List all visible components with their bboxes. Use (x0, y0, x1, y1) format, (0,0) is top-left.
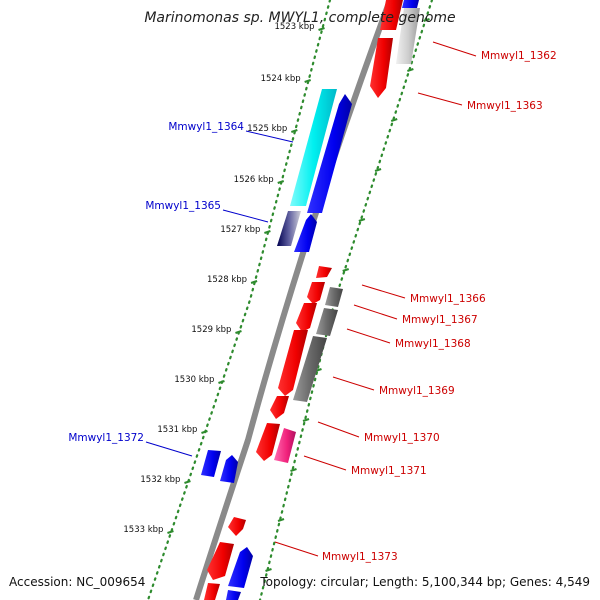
gene-label-mmwyl1-1363[interactable]: Mmwyl1_1363 (467, 100, 543, 112)
gene-leader-line (274, 541, 319, 557)
minor-tick-mark (277, 517, 285, 523)
kbp-tick-mark (184, 479, 191, 485)
gene-leader-line (222, 209, 269, 223)
kbp-tick-label: 1525 kbp (247, 124, 287, 134)
kbp-tick-mark (201, 429, 208, 435)
kbp-tick-mark (304, 78, 312, 84)
kbp-tick-mark (277, 179, 285, 185)
dotted-guide-right (258, 0, 434, 600)
gene-1363-feature (370, 38, 393, 98)
gene-bottom-red (204, 583, 220, 600)
minor-tick-mark (407, 67, 414, 73)
kbp-tick-label: 1523 kbp (274, 22, 314, 32)
gene-label-mmwyl1-1362[interactable]: Mmwyl1_1362 (481, 50, 557, 62)
gene-1371-feature (274, 428, 296, 463)
gene-label-mmwyl1-1372[interactable]: Mmwyl1_1372 (68, 432, 144, 444)
gene-1370-feature (270, 396, 289, 419)
kbp-tick-label: 1532 kbp (140, 475, 180, 485)
gene-label-mmwyl1-1369[interactable]: Mmwyl1_1369 (379, 385, 455, 397)
minor-tick-mark (390, 117, 398, 123)
gene-1373-feature (228, 517, 246, 536)
gene-label-mmwyl1-1366[interactable]: Mmwyl1_1366 (410, 293, 486, 305)
gene-leader-line (303, 455, 347, 471)
minor-tick-mark (374, 167, 382, 173)
gene-1364-partner (307, 94, 352, 213)
kbp-tick-mark (318, 26, 325, 32)
gene-label-mmwyl1-1368[interactable]: Mmwyl1_1368 (395, 338, 471, 350)
gene-leader-line (346, 328, 391, 344)
kbp-tick-mark (264, 229, 271, 235)
kbp-tick-mark (250, 279, 258, 285)
minor-tick-mark (342, 267, 350, 273)
gene-1362-feature (380, 0, 403, 30)
gene-1362-blue-stub (402, 0, 419, 8)
gene-1369-feature (278, 330, 308, 396)
gene-1373-partner (207, 542, 234, 580)
gene-1372-partner (220, 455, 238, 483)
gene-label-mmwyl1-1367[interactable]: Mmwyl1_1367 (402, 314, 478, 326)
gene-1368-gray (316, 308, 338, 336)
gene-bottom-blue (226, 590, 241, 600)
kbp-tick-label: 1531 kbp (157, 425, 197, 435)
gene-leader-line (332, 376, 375, 391)
genome-backbone (193, 0, 393, 600)
minor-tick-mark (423, 17, 430, 23)
minor-tick-mark (358, 217, 366, 223)
accession-text: Accession: NC_009654 (9, 575, 145, 589)
gene-1365-feature (277, 211, 301, 246)
kbp-tick-label: 1524 kbp (261, 74, 301, 84)
minor-tick-mark (265, 567, 272, 573)
gene-leader-line (361, 284, 406, 299)
gene-label-mmwyl1-1365[interactable]: Mmwyl1_1365 (145, 200, 221, 212)
kbp-tick-label: 1529 kbp (191, 325, 231, 335)
gene-1373-blue (228, 547, 253, 588)
gene-leader-line (353, 304, 398, 320)
gene-leader-line (317, 421, 360, 438)
gene-label-mmwyl1-1371[interactable]: Mmwyl1_1371 (351, 465, 427, 477)
kbp-tick-label: 1530 kbp (174, 375, 214, 385)
kbp-tick-mark (167, 529, 174, 535)
gene-1367-gray (325, 287, 343, 307)
gene-leader-line (245, 130, 294, 143)
kbp-tick-mark (235, 329, 242, 335)
kbp-tick-mark (290, 128, 298, 134)
page-title: Marinomonas sp. MWYL1, complete genome (144, 10, 455, 26)
kbp-tick-label: 1533 kbp (123, 525, 163, 535)
minor-tick-mark (302, 417, 310, 423)
kbp-tick-label: 1526 kbp (234, 175, 274, 185)
gene-leader-line (145, 441, 193, 457)
gene-1370-partner (256, 423, 280, 461)
minor-tick-mark (290, 467, 297, 473)
gene-1366-feature (316, 266, 332, 278)
gene-1372-feature (201, 450, 221, 477)
kbp-tick-label: 1528 kbp (207, 275, 247, 285)
gene-1367-feature (307, 282, 325, 304)
gene-leader-line (432, 41, 477, 57)
kbp-tick-mark (218, 379, 225, 385)
gene-1369-gray (293, 336, 327, 402)
gene-label-mmwyl1-1364[interactable]: Mmwyl1_1364 (168, 121, 244, 133)
gene-label-mmwyl1-1373[interactable]: Mmwyl1_1373 (322, 551, 398, 563)
gene-leader-line (417, 92, 463, 106)
dotted-guide-left (146, 0, 332, 600)
gene-1362-feature-light (396, 8, 420, 64)
kbp-tick-label: 1527 kbp (220, 225, 260, 235)
gene-1365-partner (294, 214, 317, 252)
gene-1364-feature (290, 89, 337, 206)
gene-1368-feature (296, 303, 317, 332)
gene-label-mmwyl1-1370[interactable]: Mmwyl1_1370 (364, 432, 440, 444)
topology-text: Topology: circular; Length: 5,100,344 bp… (259, 575, 590, 589)
